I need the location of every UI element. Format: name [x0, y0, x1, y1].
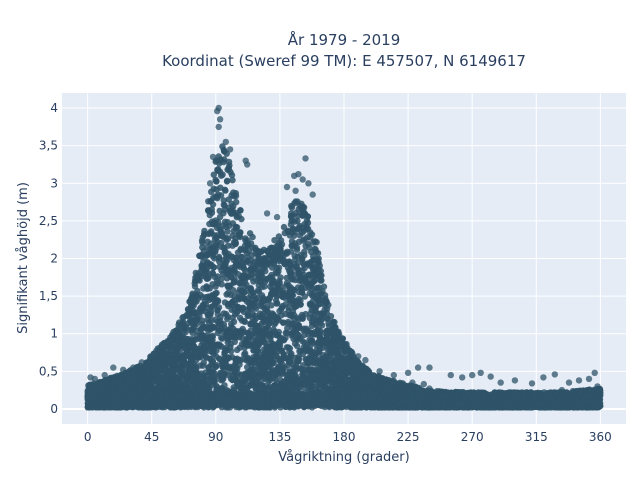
chart-title-line-2: Koordinat (Sweref 99 TM): E 457507, N 61… [162, 52, 526, 70]
scatter-points [84, 104, 604, 411]
data-point [220, 197, 227, 204]
data-point [208, 228, 215, 235]
data-point [221, 186, 229, 193]
data-point [241, 317, 248, 325]
data-point [233, 198, 240, 206]
data-point [212, 193, 219, 200]
chart-title-line-1: År 1979 - 2019 [288, 30, 401, 49]
data-point [203, 284, 210, 291]
data-point [229, 177, 236, 184]
data-point [224, 315, 231, 323]
data-point [288, 204, 296, 211]
data-point [210, 171, 217, 178]
data-point [238, 215, 245, 223]
data-point [282, 329, 289, 337]
data-point [216, 207, 223, 215]
data-point [253, 277, 261, 284]
